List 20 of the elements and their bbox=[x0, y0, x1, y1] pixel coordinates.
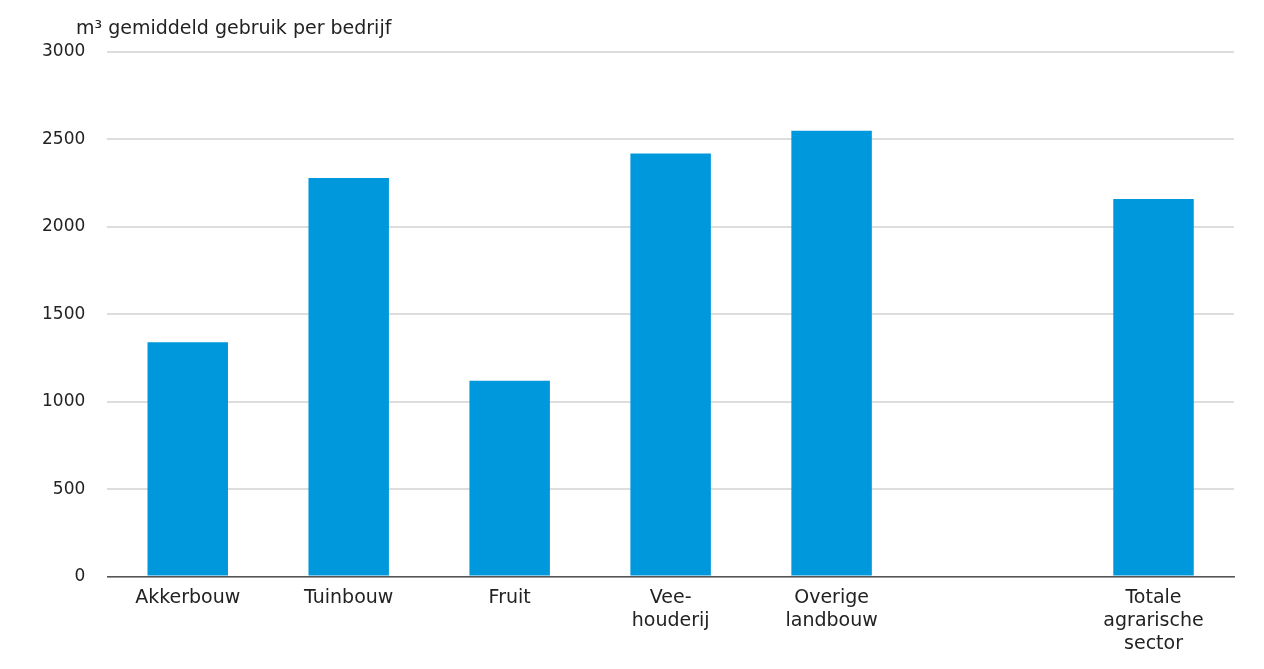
y-tick-label: 1500 bbox=[42, 302, 86, 323]
x-tick-label: Tuinbouw bbox=[303, 584, 394, 607]
y-axis-title: m³ gemiddeld gebruik per bedrijf bbox=[76, 16, 392, 38]
bar bbox=[1113, 198, 1194, 576]
bar bbox=[308, 177, 389, 576]
x-tick-label: Vee- houderij bbox=[631, 584, 710, 630]
bar bbox=[147, 342, 228, 576]
x-tick-label: Overige landbouw bbox=[785, 584, 878, 630]
x-tick-label: Fruit bbox=[488, 584, 531, 607]
y-tick-label: 500 bbox=[52, 477, 86, 498]
y-tick-label: 0 bbox=[74, 565, 86, 586]
x-tick-label: Akkerbouw bbox=[135, 584, 241, 607]
bar bbox=[630, 153, 711, 576]
y-tick-label: 3000 bbox=[42, 40, 86, 61]
y-tick-label: 1000 bbox=[42, 390, 86, 411]
bar bbox=[469, 380, 550, 576]
y-tick-label: 2500 bbox=[42, 127, 86, 148]
bar bbox=[791, 130, 872, 576]
y-tick-label: 2000 bbox=[42, 215, 86, 236]
x-tick-label: Totale agrarische sector bbox=[1103, 584, 1204, 653]
